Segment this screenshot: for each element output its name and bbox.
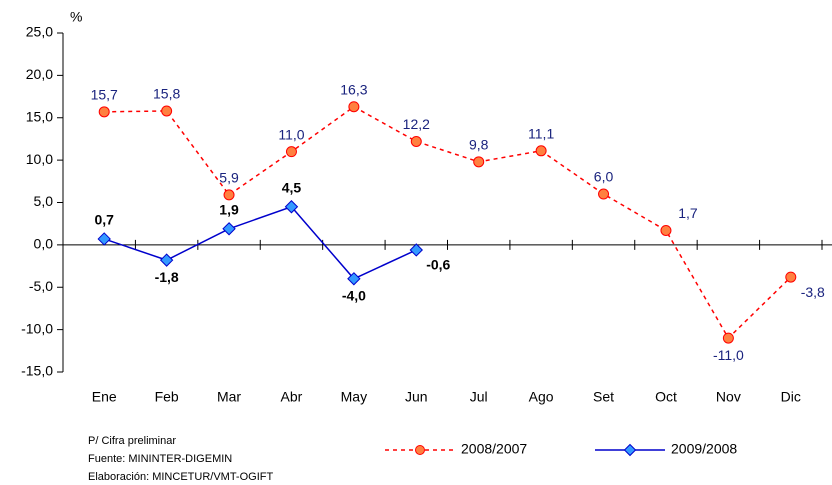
y-tick-label: 25,0 (26, 24, 53, 40)
data-label: 1,9 (219, 201, 239, 217)
x-tick-label: Nov (716, 389, 741, 405)
data-label: 11,1 (528, 126, 554, 142)
data-label: 12,2 (403, 116, 430, 132)
data-label: 11,0 (278, 126, 304, 142)
y-tick-label: 15,0 (26, 108, 53, 124)
data-label: -4,0 (342, 287, 366, 303)
x-tick-label: Abr (281, 389, 303, 405)
point (722, 332, 734, 344)
point (348, 101, 360, 113)
point (785, 271, 797, 283)
y-tick-label: -15,0 (21, 363, 53, 379)
point (285, 146, 297, 158)
data-label: 6,0 (594, 169, 614, 185)
x-tick-label: May (341, 389, 367, 405)
data-label: -3,8 (801, 284, 825, 300)
point (347, 272, 361, 286)
x-tick-label: Feb (155, 389, 179, 405)
point (222, 222, 236, 236)
point (660, 224, 672, 236)
y-tick-label: 20,0 (26, 66, 53, 82)
note: Elaboración: MINCETUR/VMT-OGIFT (88, 471, 273, 483)
data-label: -1,8 (155, 269, 179, 285)
y-tick-label: 5,0 (34, 193, 54, 209)
data-label: 1,7 (678, 205, 698, 221)
data-label: 0,7 (94, 212, 114, 228)
x-tick-label: Ene (92, 389, 117, 405)
y-unit: % (70, 9, 82, 25)
data-label: -0,6 (426, 257, 450, 273)
x-tick-label: Ago (529, 389, 554, 405)
point (159, 253, 174, 267)
x-tick-label: Dic (781, 389, 801, 405)
legend-marker (415, 445, 425, 455)
point (410, 135, 422, 147)
data-label: 15,7 (91, 87, 118, 103)
y-tick-label: 0,0 (34, 236, 54, 252)
point (98, 106, 110, 118)
point (598, 188, 610, 200)
x-tick-label: Mar (217, 389, 241, 405)
point (535, 145, 547, 157)
x-tick-label: Jul (470, 389, 488, 405)
point (409, 243, 423, 257)
y-tick-label: -10,0 (21, 320, 53, 336)
legend-label: 2009/2008 (671, 441, 737, 457)
point (223, 189, 235, 201)
legend-marker (623, 443, 637, 457)
note: Fuente: MININTER-DIGEMIN (88, 453, 232, 465)
data-label: 4,5 (282, 179, 302, 195)
y-tick-label: 10,0 (26, 151, 53, 167)
point (97, 232, 111, 246)
series-line (104, 105, 792, 340)
data-label: 5,9 (219, 170, 239, 186)
x-tick-label: Set (593, 389, 614, 405)
point (284, 200, 299, 214)
legend-label: 2008/2007 (461, 441, 527, 457)
point (473, 156, 485, 168)
y-tick-label: -5,0 (29, 278, 53, 294)
data-label: 9,8 (469, 137, 489, 153)
x-tick-label: Oct (655, 389, 677, 405)
note: P/ Cifra preliminar (88, 435, 176, 447)
series-line (103, 205, 417, 280)
data-label: 16,3 (340, 81, 367, 97)
x-tick-label: Jun (405, 389, 428, 405)
data-label: -11,0 (713, 347, 744, 363)
data-label: 15,8 (153, 86, 180, 102)
point (161, 105, 173, 117)
